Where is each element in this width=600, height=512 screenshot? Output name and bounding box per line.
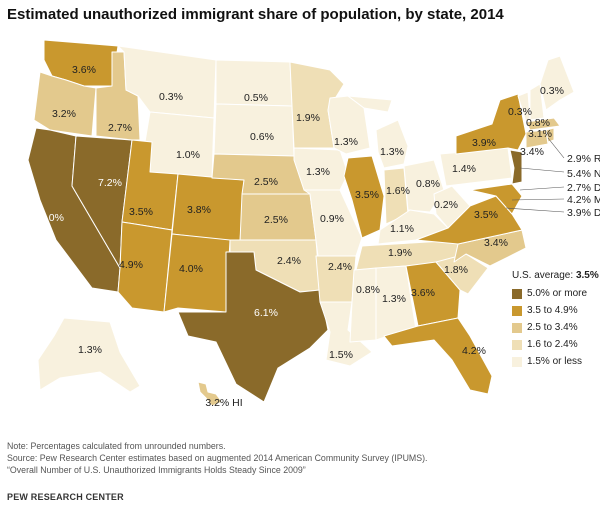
value-label-pennsylvania: 1.4% <box>452 163 476 175</box>
value-label-ohio: 0.8% <box>416 178 440 190</box>
callout-label-district-of-columbia: 3.9% DC <box>567 207 600 219</box>
value-label-washington: 3.6% <box>72 64 96 76</box>
legend-swatch <box>512 305 522 316</box>
state-rhode-island <box>545 127 555 143</box>
value-label-mississippi: 0.8% <box>356 284 380 296</box>
legend-row: 1.6 to 2.4% <box>512 336 599 353</box>
value-label-colorado: 3.8% <box>187 204 211 216</box>
legend-label: 5.0% or more <box>527 288 588 299</box>
state-massachusetts <box>525 117 561 131</box>
state-west-virginia <box>433 185 471 229</box>
value-label-california: 6.0% <box>40 212 64 224</box>
state-new-hampshire <box>529 83 545 121</box>
value-label-vermont: 0.3% <box>508 106 532 118</box>
callout-label-delaware: 2.7% DE <box>567 182 600 194</box>
value-label-alabama: 1.3% <box>382 293 406 305</box>
value-label-alaska: 1.3% <box>78 344 102 356</box>
value-label-iowa: 1.3% <box>306 166 330 178</box>
legend-label: 1.6 to 2.4% <box>527 339 578 350</box>
value-label-texas: 6.1% <box>254 307 278 319</box>
value-label-maine: 0.3% <box>540 85 564 97</box>
value-label-illinois: 3.5% <box>355 189 379 201</box>
legend-swatch <box>512 356 522 367</box>
legend-row: 1.5% or less <box>512 353 599 370</box>
value-label-idaho: 2.7% <box>108 122 132 134</box>
value-label-hawaii: 3.2% HI <box>205 397 242 409</box>
value-label-minnesota: 1.9% <box>296 112 320 124</box>
state-new-jersey <box>509 149 523 185</box>
value-label-new-york: 3.9% <box>472 137 496 149</box>
value-label-utah: 3.5% <box>129 206 153 218</box>
value-label-wyoming: 1.0% <box>176 149 200 161</box>
us-state-map: 3.6% 3.2% 6.0% 7.2% 2.7% 0.3% 1.0% 3.5% 4.9% 3.8%… <box>27 39 600 409</box>
value-label-arizona: 4.9% <box>119 259 143 271</box>
state-new-mexico <box>163 233 231 313</box>
notes: Note: Percentages calculated from unroun… <box>7 440 428 476</box>
value-label-georgia: 3.6% <box>411 287 435 299</box>
value-label-nevada: 7.2% <box>98 177 122 189</box>
value-label-massachusetts: 3.1% <box>528 128 552 140</box>
legend-swatch <box>512 339 522 350</box>
value-label-wisconsin: 1.3% <box>334 136 358 148</box>
legend-swatch <box>512 288 522 299</box>
value-label-kentucky: 1.1% <box>390 223 414 235</box>
state-mississippi <box>349 267 377 343</box>
value-label-oklahoma: 2.4% <box>277 255 301 267</box>
value-label-virginia: 3.5% <box>474 209 498 221</box>
state-connecticut <box>525 129 549 149</box>
value-label-florida: 4.2% <box>462 345 486 357</box>
value-label-south-dakota: 0.6% <box>250 131 274 143</box>
legend-label: 1.5% or less <box>527 356 583 367</box>
state-south-dakota <box>213 103 295 157</box>
legend-label: 3.5 to 4.9% <box>527 305 578 316</box>
state-michigan <box>347 95 409 169</box>
value-label-oregon: 3.2% <box>52 108 76 120</box>
value-label-new-mexico: 4.0% <box>179 263 203 275</box>
legend-row: 2.5 to 3.4% <box>512 319 599 336</box>
state-georgia <box>405 261 461 327</box>
value-label-tennessee: 1.9% <box>388 247 412 259</box>
value-label-north-carolina: 3.4% <box>484 237 508 249</box>
legend: U.S. average: 3.5% 5.0% or more 3.5 to 4… <box>512 270 599 370</box>
value-label-louisiana: 1.5% <box>329 349 353 361</box>
callout-label-new-jersey: 5.4% NJ <box>567 168 600 180</box>
value-label-michigan: 1.3% <box>380 146 404 158</box>
legend-title: U.S. average: 3.5% <box>512 270 599 281</box>
value-label-new-hampshire: 0.8% <box>526 117 550 129</box>
us-average-value: 3.5% <box>575 270 599 281</box>
value-label-north-dakota: 0.5% <box>244 92 268 104</box>
legend-row: 5.0% or more <box>512 285 599 302</box>
state-alaska <box>37 317 141 393</box>
state-virginia <box>415 195 523 245</box>
state-florida <box>383 317 493 395</box>
value-label-nebraska: 2.5% <box>254 176 278 188</box>
value-label-south-carolina: 1.8% <box>444 264 468 276</box>
value-label-kansas: 2.5% <box>264 214 288 226</box>
state-illinois <box>343 155 385 239</box>
note-line: Note: Percentages calculated from unroun… <box>7 441 226 451</box>
legend-swatch <box>512 322 522 333</box>
state-texas <box>177 251 329 403</box>
callout-label-maryland: 4.2% MD <box>567 194 600 206</box>
callout-label-rhode-island: 2.9% RI <box>567 153 600 165</box>
state-maryland-delaware <box>469 183 523 215</box>
legend-label: 2.5 to 3.4% <box>527 322 578 333</box>
value-label-connecticut: 3.4% <box>520 146 544 158</box>
value-label-montana: 0.3% <box>159 91 183 103</box>
chart-title: Estimated unauthorized immigrant share o… <box>7 6 504 23</box>
state-pennsylvania <box>439 147 513 187</box>
state-hawaii <box>197 381 223 407</box>
value-label-missouri: 0.9% <box>320 213 344 225</box>
value-label-west-virginia: 0.2% <box>434 199 458 211</box>
legend-heading: U.S. average: <box>512 270 574 281</box>
value-label-indiana: 1.6% <box>386 185 410 197</box>
source-line: Source: Pew Research Center estimates ba… <box>7 453 428 463</box>
legend-row: 3.5 to 4.9% <box>512 302 599 319</box>
state-maine <box>539 55 575 111</box>
value-label-arkansas: 2.4% <box>328 261 352 273</box>
credit: PEW RESEARCH CENTER <box>7 492 124 502</box>
report-title-line: “Overall Number of U.S. Unauthorized Imm… <box>7 465 306 475</box>
